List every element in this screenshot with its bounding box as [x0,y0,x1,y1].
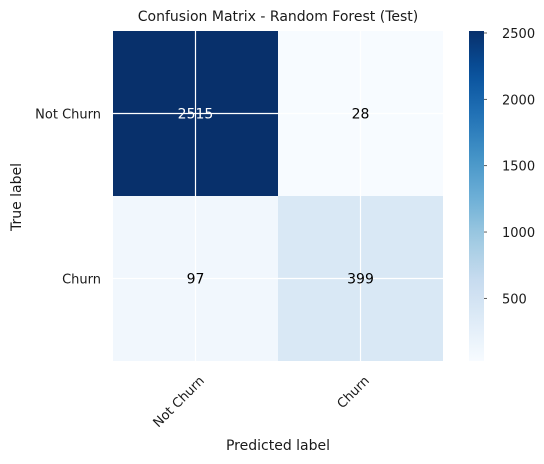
colorbar-tick-0: 500 [502,292,527,307]
x-tick-labels: Not Churn Churn [151,374,373,431]
y-tick-1: Churn [62,273,101,288]
grid-lines [113,31,443,361]
colorbar-gradient [469,31,484,361]
x-axis-label: Predicted label [226,438,330,454]
colorbar-tick-3: 2000 [502,93,535,108]
heatmap-cells [113,31,443,361]
colorbar-tick-2: 1500 [502,160,535,175]
cell-value-r1-c1: 399 [347,272,374,288]
colorbar-tick-4: 2500 [502,27,535,42]
cell-value-labels: 2515 28 97 399 [178,107,374,288]
colorbar-tick-1: 1000 [502,226,535,241]
x-tick-1: Churn [335,374,373,412]
colorbar: 500 1000 1500 2000 2500 [469,27,535,361]
x-tick-0: Not Churn [151,374,208,431]
cell-value-r1-c0: 97 [187,272,205,288]
y-tick-labels: Not Churn Churn [35,108,101,288]
cell-value-r0-c0: 2515 [178,107,214,123]
y-axis-label: True label [9,163,25,232]
y-tick-0: Not Churn [35,108,101,123]
chart-title: Confusion Matrix - Random Forest (Test) [138,9,418,25]
cell-value-r0-c1: 28 [352,107,370,123]
